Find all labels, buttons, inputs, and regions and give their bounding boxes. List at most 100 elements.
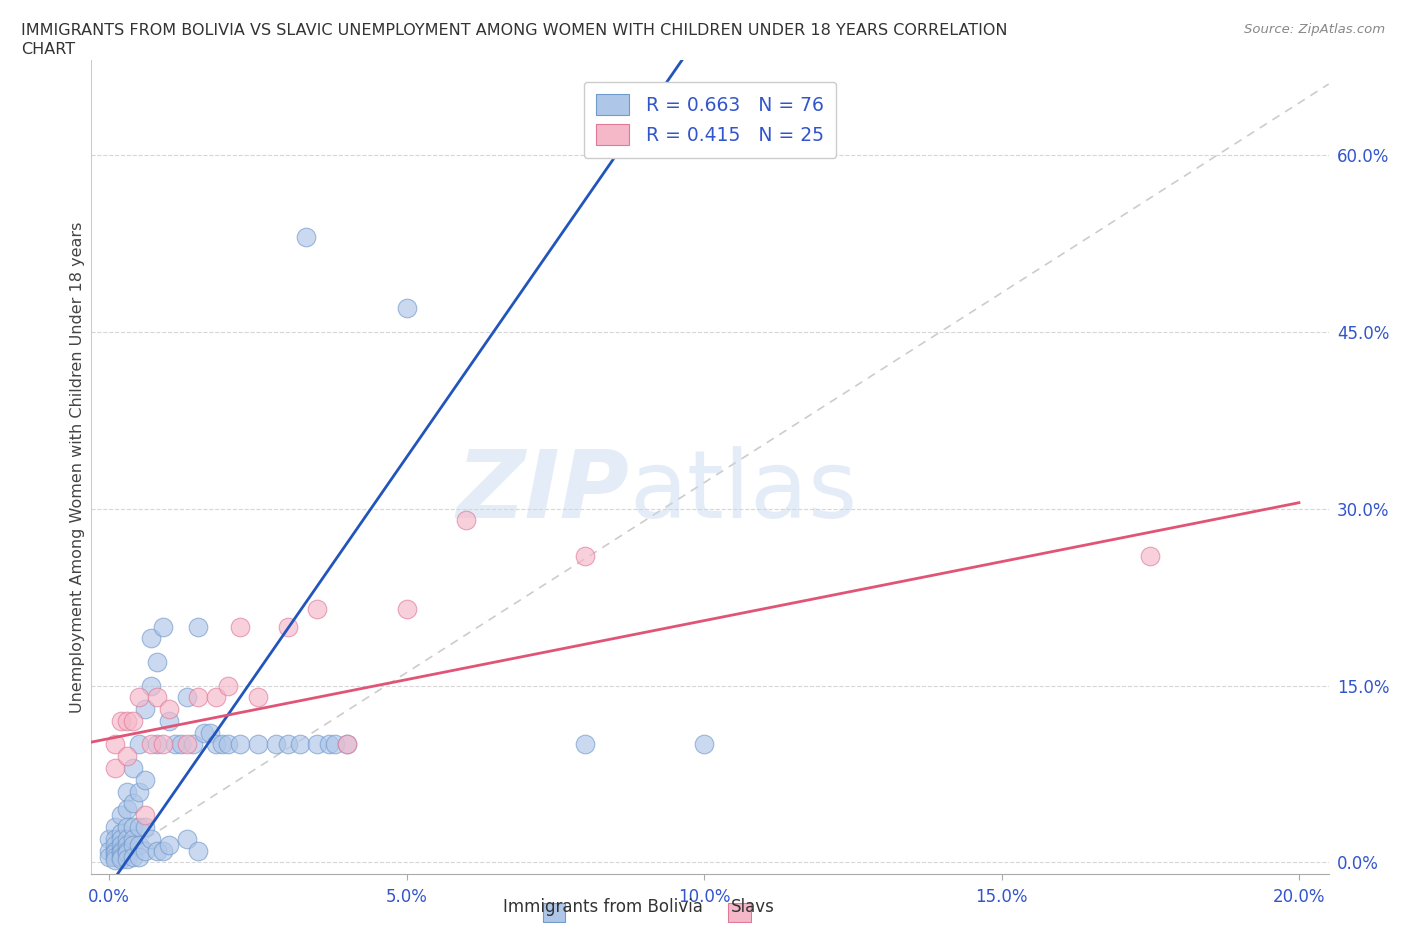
Point: [104, 849, 127, 864]
Point: [139, 678, 162, 693]
Point: [128, 849, 150, 864]
Point: [115, 802, 138, 817]
Point: [307, 737, 329, 752]
Point: [128, 819, 150, 834]
Text: ZIP: ZIP: [457, 445, 630, 538]
Point: [134, 819, 156, 834]
Point: [318, 737, 340, 752]
Point: [104, 845, 127, 860]
Point: [122, 837, 145, 852]
Point: [574, 737, 596, 752]
Point: [110, 845, 132, 860]
Point: [187, 619, 209, 634]
Point: [152, 737, 174, 752]
Point: [336, 737, 359, 752]
Point: [1139, 549, 1161, 564]
Point: [122, 713, 145, 728]
Point: [98, 844, 121, 858]
Text: Source: ZipAtlas.com: Source: ZipAtlas.com: [1244, 23, 1385, 36]
Point: [104, 831, 127, 846]
Point: [115, 845, 138, 860]
Point: [157, 837, 180, 852]
Point: [157, 713, 180, 728]
Point: [104, 737, 127, 752]
Point: [122, 849, 145, 864]
Point: [115, 831, 138, 846]
Point: [217, 737, 239, 752]
Point: [115, 844, 138, 858]
Point: [115, 837, 138, 852]
Point: [181, 737, 204, 752]
Point: [187, 844, 209, 858]
Point: [134, 808, 156, 823]
Text: atlas: atlas: [630, 445, 858, 538]
Point: [122, 819, 145, 834]
Point: [176, 690, 198, 705]
Point: [146, 844, 169, 858]
Point: [128, 837, 150, 852]
Point: [115, 852, 138, 867]
Text: Immigrants from Bolivia: Immigrants from Bolivia: [503, 898, 703, 916]
Point: [122, 831, 145, 846]
Point: [176, 831, 198, 846]
Point: [139, 737, 162, 752]
Point: [139, 631, 162, 645]
Point: [193, 725, 215, 740]
Point: [110, 852, 132, 867]
Point: [115, 713, 138, 728]
Point: [246, 690, 269, 705]
Point: [134, 844, 156, 858]
Point: [139, 831, 162, 846]
Point: [200, 725, 222, 740]
Point: [395, 602, 418, 617]
Point: [104, 853, 127, 868]
Point: [115, 819, 138, 834]
Point: [110, 826, 132, 841]
Point: [134, 773, 156, 788]
Legend:  R = 0.663   N = 76,  R = 0.415   N = 25: R = 0.663 N = 76, R = 0.415 N = 25: [583, 82, 837, 158]
Point: [128, 784, 150, 799]
Point: [277, 737, 299, 752]
Point: [574, 549, 596, 564]
Point: [187, 690, 209, 705]
Point: [128, 737, 150, 752]
Point: [152, 844, 174, 858]
Point: [336, 737, 359, 752]
Point: [146, 737, 169, 752]
Point: [146, 690, 169, 705]
Text: Slavs: Slavs: [731, 898, 775, 916]
Point: [307, 602, 329, 617]
Point: [98, 849, 121, 864]
Point: [693, 737, 716, 752]
Point: [323, 737, 346, 752]
Point: [115, 784, 138, 799]
Point: [104, 761, 127, 776]
Point: [157, 701, 180, 716]
FancyBboxPatch shape: [543, 903, 565, 922]
Point: [134, 701, 156, 716]
Point: [163, 737, 186, 752]
FancyBboxPatch shape: [728, 903, 751, 922]
Point: [229, 737, 252, 752]
Point: [294, 230, 316, 245]
Point: [122, 796, 145, 811]
Point: [211, 737, 233, 752]
Point: [104, 844, 127, 858]
Point: [152, 619, 174, 634]
Point: [110, 808, 132, 823]
Point: [169, 737, 191, 752]
Point: [110, 713, 132, 728]
Point: [456, 513, 478, 528]
Point: [176, 737, 198, 752]
Point: [128, 690, 150, 705]
Point: [110, 849, 132, 864]
Y-axis label: Unemployment Among Women with Children Under 18 years: Unemployment Among Women with Children U…: [70, 221, 84, 713]
Point: [146, 655, 169, 670]
Point: [277, 619, 299, 634]
Text: IMMIGRANTS FROM BOLIVIA VS SLAVIC UNEMPLOYMENT AMONG WOMEN WITH CHILDREN UNDER 1: IMMIGRANTS FROM BOLIVIA VS SLAVIC UNEMPL…: [21, 23, 1008, 38]
Point: [115, 749, 138, 764]
Point: [217, 678, 239, 693]
Point: [110, 837, 132, 852]
Point: [395, 300, 418, 315]
Point: [246, 737, 269, 752]
